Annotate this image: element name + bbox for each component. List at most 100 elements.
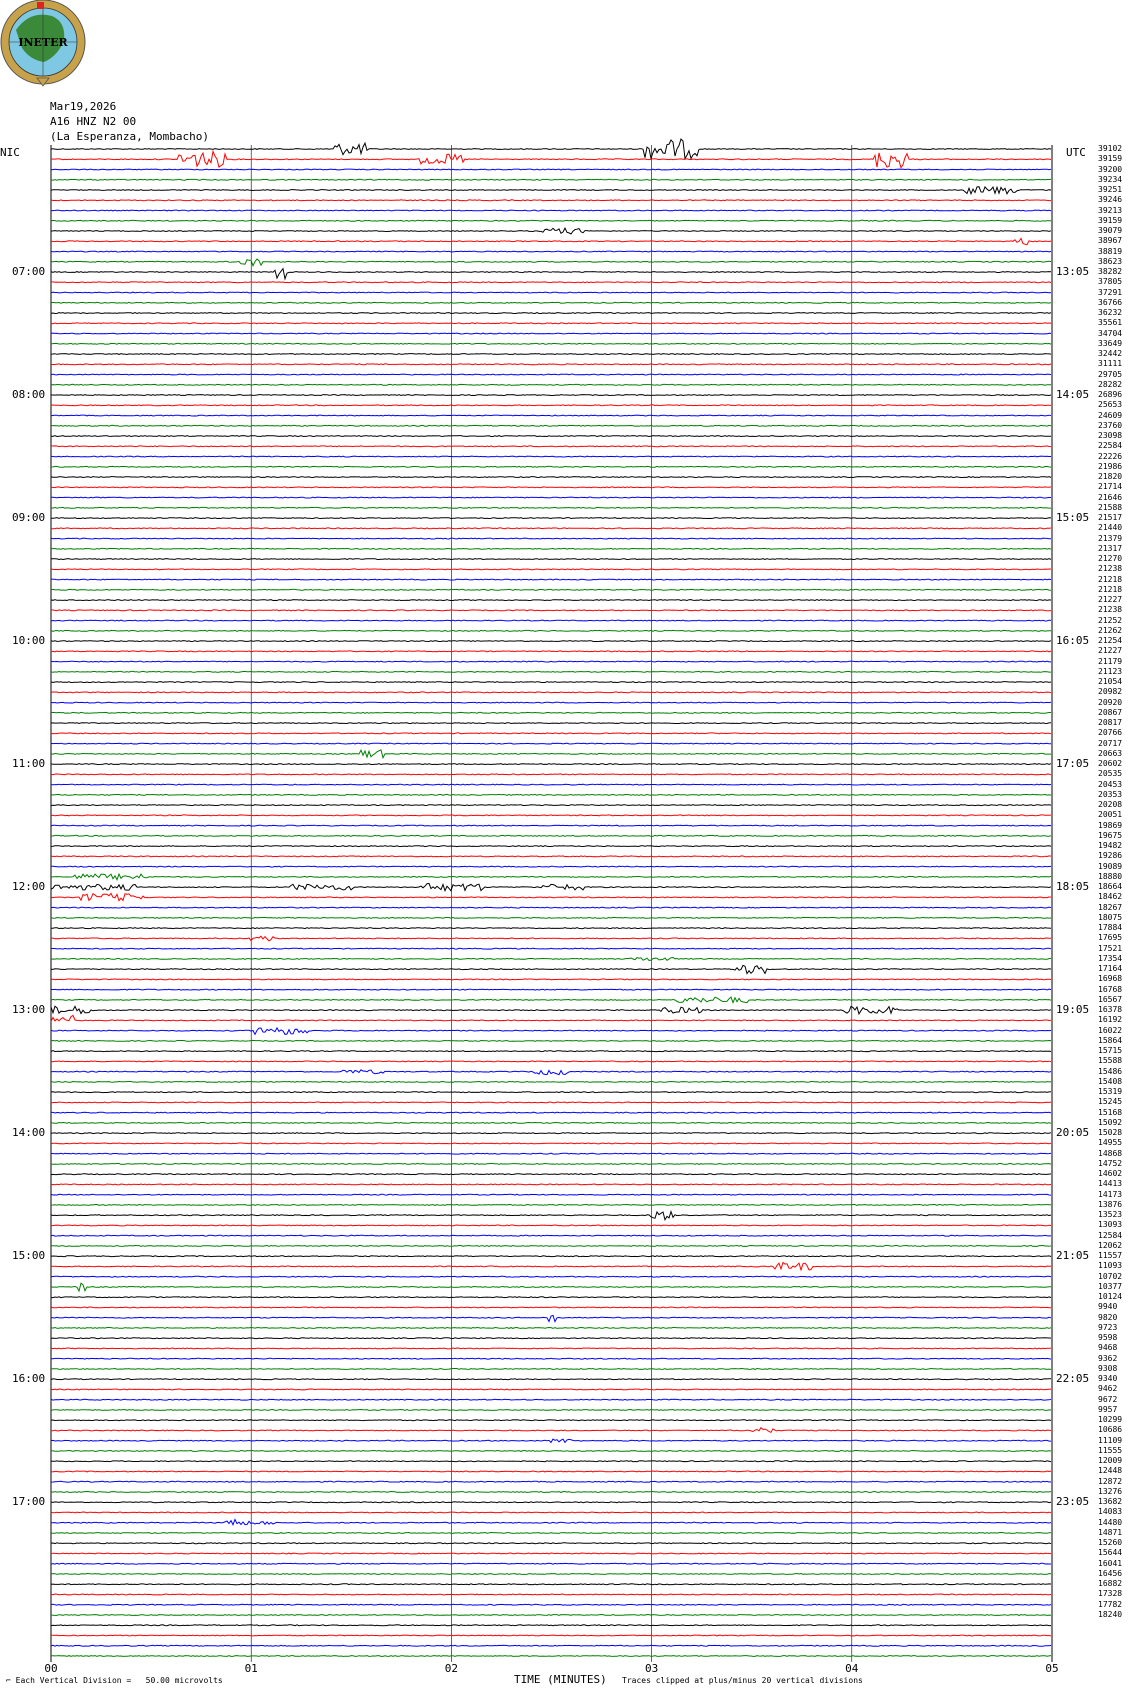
seismic-trace	[50, 1562, 1051, 1565]
trace-value: 21218	[1098, 574, 1123, 584]
seismic-trace	[51, 281, 1052, 284]
seismic-trace	[50, 1603, 1052, 1606]
trace-value: 23760	[1098, 420, 1123, 430]
trace-value: 38819	[1098, 246, 1123, 256]
seismic-trace	[50, 1005, 1052, 1016]
trace-value: 21588	[1098, 502, 1123, 512]
trace-value: 39102	[1098, 144, 1123, 153]
x-tick-label: 05	[1045, 1662, 1059, 1675]
trace-value: 33649	[1098, 338, 1123, 348]
trace-value: 10686	[1098, 1425, 1123, 1435]
seismic-trace	[50, 342, 1052, 345]
trace-value: 39246	[1098, 195, 1123, 205]
trace-value: 15168	[1098, 1107, 1123, 1117]
seismic-trace	[51, 834, 1052, 837]
seismic-trace	[51, 1111, 1052, 1114]
trace-value: 21218	[1098, 584, 1123, 594]
left-time-label: 12:00	[12, 880, 46, 894]
seismic-trace	[50, 291, 1052, 294]
trace-value: 31111	[1098, 359, 1123, 369]
trace-value: 21262	[1098, 625, 1123, 635]
x-tick-label: 00	[44, 1662, 58, 1675]
right-time-label: 15:05	[1056, 511, 1090, 525]
seismic-trace	[50, 1367, 1052, 1370]
trace-value: 21254	[1098, 636, 1123, 646]
trace-value: 12448	[1098, 1466, 1123, 1476]
trace-value: 21440	[1098, 523, 1123, 533]
trace-value: 15486	[1098, 1066, 1123, 1076]
logo-text: INETER	[18, 36, 68, 49]
seismic-trace	[50, 872, 1052, 881]
seismic-trace	[50, 1193, 1052, 1196]
seismic-trace	[50, 219, 1051, 222]
seismic-trace	[50, 435, 1051, 438]
left-time-label: 07:00	[12, 265, 46, 279]
seismic-trace	[51, 865, 1052, 868]
seismic-trace	[51, 363, 1052, 366]
seismic-trace	[50, 322, 1052, 325]
seismic-trace	[51, 1426, 1052, 1434]
x-tick-label: 04	[845, 1662, 859, 1675]
trace-value: 39159	[1098, 154, 1123, 164]
seismic-trace	[50, 1501, 1052, 1504]
seismic-trace	[50, 1337, 1052, 1340]
seismic-trace	[50, 1234, 1052, 1237]
trace-value: 20663	[1098, 748, 1123, 758]
seismic-trace	[50, 226, 1052, 235]
header-date: Mar19,2026	[50, 100, 117, 113]
trace-value: 9468	[1098, 1343, 1118, 1353]
trace-value: 39200	[1098, 164, 1123, 174]
seismic-trace	[50, 199, 1051, 202]
seismic-trace	[51, 394, 1052, 397]
trace-value: 16378	[1098, 1005, 1123, 1015]
trace-value: 21123	[1098, 666, 1123, 676]
seismic-trace	[50, 1039, 1052, 1042]
trace-value: 9723	[1098, 1322, 1118, 1332]
seismic-trace	[50, 267, 1052, 281]
trace-value: 20766	[1098, 728, 1123, 738]
right-time-label: 17:05	[1056, 757, 1090, 771]
seismic-trace	[50, 964, 1052, 975]
seismic-trace	[50, 1644, 1052, 1647]
trace-value: 25653	[1098, 400, 1123, 410]
seismic-trace	[50, 486, 1052, 489]
trace-value: 20353	[1098, 789, 1123, 799]
trace-value: 16567	[1098, 994, 1123, 1004]
seismic-trace	[50, 1624, 1051, 1627]
trace-value: 14602	[1098, 1169, 1123, 1179]
right-time-label: 19:05	[1056, 1003, 1090, 1017]
trace-value: 9940	[1098, 1302, 1118, 1312]
left-time-label: 11:00	[12, 757, 46, 771]
seismic-trace	[50, 1173, 1052, 1176]
seismic-trace	[51, 496, 1051, 499]
seismic-trace	[50, 793, 1052, 796]
seismic-trace	[50, 1511, 1052, 1514]
seismic-trace	[50, 185, 1052, 196]
seismic-trace	[50, 1408, 1052, 1411]
seismic-trace	[50, 1634, 1052, 1637]
seismic-trace	[51, 1296, 1052, 1299]
trace-value: 21252	[1098, 615, 1123, 625]
seismic-trace	[50, 517, 1052, 520]
seismic-trace	[50, 1490, 1052, 1493]
trace-value: 22584	[1098, 441, 1123, 451]
seismic-trace	[50, 749, 1051, 760]
trace-value: 19482	[1098, 841, 1123, 851]
trace-value: 15408	[1098, 1076, 1123, 1086]
seismic-trace	[51, 1314, 1052, 1323]
trace-value: 9362	[1098, 1353, 1118, 1363]
seismic-trace	[50, 1388, 1052, 1391]
trace-value: 21238	[1098, 605, 1123, 615]
seismic-trace	[50, 906, 1052, 909]
trace-value: 21270	[1098, 554, 1123, 564]
seismic-trace	[50, 547, 1052, 550]
trace-value: 20867	[1098, 707, 1123, 717]
seismic-trace	[50, 1050, 1052, 1053]
seismic-trace	[50, 1026, 1052, 1036]
right-timezone-label: UTC	[1066, 146, 1086, 159]
seismic-trace	[50, 1357, 1052, 1360]
seismic-trace	[50, 1255, 1052, 1258]
trace-value: 39213	[1098, 205, 1123, 215]
trace-value: 23098	[1098, 431, 1123, 441]
